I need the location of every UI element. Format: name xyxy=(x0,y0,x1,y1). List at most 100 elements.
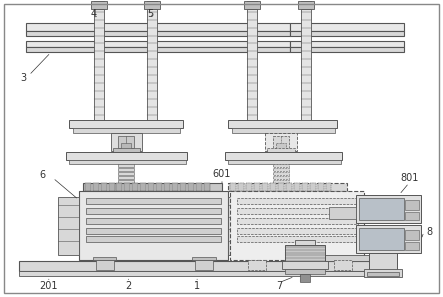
Text: 801: 801 xyxy=(400,173,418,183)
Bar xyxy=(118,164,134,167)
Circle shape xyxy=(145,199,152,205)
Bar xyxy=(96,260,113,271)
Bar xyxy=(93,183,99,191)
Bar xyxy=(290,48,404,53)
Bar xyxy=(265,133,297,151)
Bar xyxy=(356,195,421,223)
Bar xyxy=(180,183,186,191)
Bar xyxy=(230,183,236,191)
Bar xyxy=(326,183,331,191)
Bar xyxy=(247,0,257,1)
Bar xyxy=(148,9,157,130)
Bar xyxy=(318,183,323,191)
Bar xyxy=(156,183,162,191)
Bar xyxy=(91,1,106,9)
Bar xyxy=(237,236,358,241)
Bar xyxy=(369,235,397,272)
Bar xyxy=(101,183,106,191)
Bar xyxy=(282,261,327,269)
Bar xyxy=(273,180,289,183)
Bar xyxy=(367,272,399,277)
Bar xyxy=(286,183,291,191)
Bar xyxy=(330,207,356,219)
Bar xyxy=(85,228,221,234)
Bar xyxy=(237,198,358,204)
Bar xyxy=(85,198,221,204)
Bar xyxy=(26,48,290,53)
Bar xyxy=(273,176,289,179)
Bar xyxy=(93,257,117,260)
Bar xyxy=(356,225,421,252)
Bar xyxy=(237,218,358,224)
Circle shape xyxy=(185,219,191,225)
Bar xyxy=(254,183,260,191)
Bar xyxy=(144,1,160,9)
Bar xyxy=(66,152,187,160)
Bar xyxy=(118,176,134,179)
Bar xyxy=(237,208,358,214)
Circle shape xyxy=(185,199,191,205)
Bar xyxy=(238,183,244,191)
Bar xyxy=(270,183,276,191)
Bar xyxy=(69,120,183,128)
Bar xyxy=(225,152,342,160)
Bar xyxy=(405,200,419,210)
Bar xyxy=(117,183,122,191)
Bar xyxy=(118,168,134,171)
Bar xyxy=(93,0,104,1)
Bar xyxy=(26,23,290,31)
Bar xyxy=(85,208,221,214)
Bar xyxy=(247,9,257,130)
Bar xyxy=(110,133,142,151)
Bar xyxy=(124,183,130,191)
Bar xyxy=(85,218,221,224)
Bar xyxy=(58,197,79,255)
Bar xyxy=(228,197,248,255)
Circle shape xyxy=(334,210,340,216)
Bar xyxy=(290,31,404,36)
Bar xyxy=(405,241,419,249)
Text: 3: 3 xyxy=(20,73,26,83)
Circle shape xyxy=(105,199,112,205)
Bar xyxy=(244,1,260,9)
Bar xyxy=(79,191,228,260)
Bar xyxy=(132,183,138,191)
Bar xyxy=(118,180,134,183)
Bar xyxy=(405,212,419,220)
Bar xyxy=(19,271,387,277)
Bar xyxy=(285,244,325,264)
Bar xyxy=(278,183,284,191)
Bar xyxy=(273,164,289,167)
Bar xyxy=(273,136,289,148)
Bar xyxy=(228,160,342,164)
Text: 7: 7 xyxy=(276,281,283,291)
Bar xyxy=(230,191,364,260)
Bar xyxy=(228,183,347,191)
Bar xyxy=(248,260,266,271)
Bar xyxy=(359,228,404,249)
Text: 601: 601 xyxy=(213,169,231,179)
Text: 5: 5 xyxy=(147,9,153,19)
Text: 8: 8 xyxy=(426,227,432,237)
Bar xyxy=(364,269,402,277)
Bar xyxy=(290,40,404,48)
Bar xyxy=(359,198,404,220)
Bar xyxy=(69,160,186,164)
Bar xyxy=(262,183,268,191)
Bar xyxy=(85,236,221,241)
Bar xyxy=(83,183,222,191)
Bar xyxy=(26,40,290,48)
Bar xyxy=(204,183,210,191)
Circle shape xyxy=(331,207,343,219)
Bar xyxy=(19,261,387,271)
Bar xyxy=(121,143,132,149)
Bar xyxy=(188,183,194,191)
Text: 1: 1 xyxy=(194,281,200,291)
Bar xyxy=(334,260,352,271)
Bar xyxy=(273,168,289,171)
Bar xyxy=(172,183,178,191)
Bar xyxy=(301,9,311,130)
Text: 2: 2 xyxy=(125,281,132,291)
Bar xyxy=(298,1,314,9)
Text: 4: 4 xyxy=(90,9,97,19)
